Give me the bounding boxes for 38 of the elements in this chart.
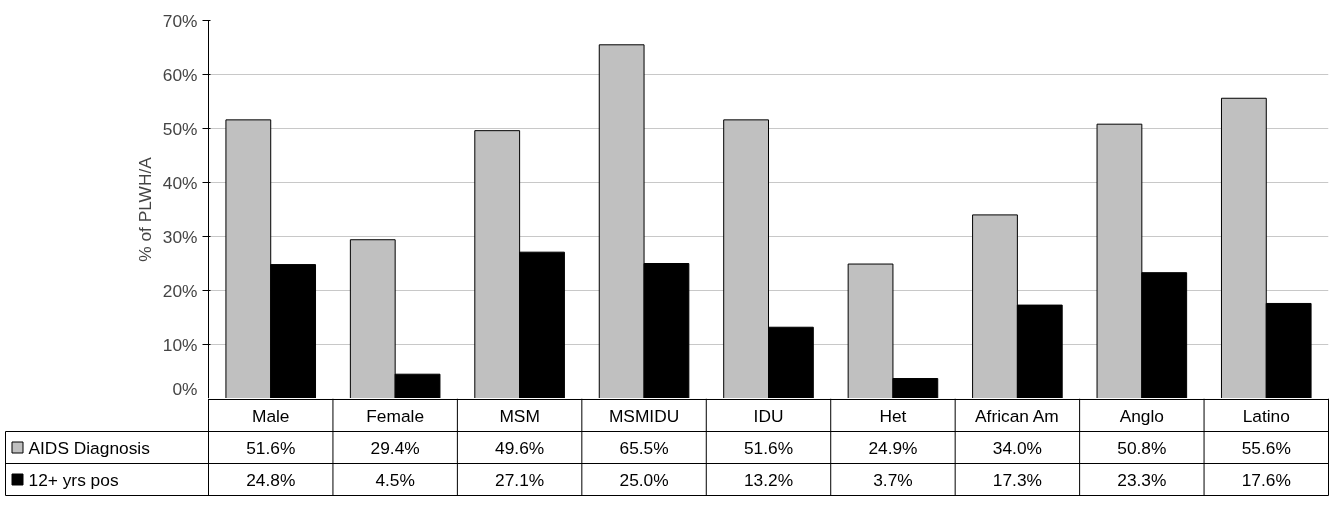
data-label: 17.6%: [1241, 469, 1291, 490]
data-label: 51.6%: [246, 437, 296, 458]
y-tick-label: 50%: [162, 118, 198, 139]
data-label: 13.2%: [743, 469, 794, 490]
data-label: 27.1%: [495, 469, 545, 490]
x-tick-label: African Am: [975, 405, 1059, 426]
data-label: 65.5%: [619, 437, 669, 458]
data-label: 24.9%: [868, 437, 918, 458]
data-label: 34.0%: [992, 437, 1042, 458]
x-tick-label: Het: [879, 405, 907, 426]
x-tick-label: MSM: [499, 405, 540, 426]
data-label: 49.6%: [495, 437, 545, 458]
legend-label: AIDS Diagnosis: [28, 437, 151, 458]
y-axis-title: % of PLWH/A: [134, 156, 155, 262]
data-label: 55.6%: [1241, 437, 1291, 458]
data-label: 17.3%: [992, 469, 1042, 490]
x-tick-label: IDU: [753, 405, 784, 426]
y-tick-label: 60%: [162, 64, 198, 85]
data-label: 51.6%: [743, 437, 794, 458]
data-label: 24.8%: [246, 469, 296, 490]
x-tick-label: Male: [251, 405, 290, 426]
data-label: 3.7%: [873, 469, 913, 490]
data-label: 23.3%: [1117, 469, 1167, 490]
y-tick-label: 10%: [162, 334, 198, 355]
x-tick-label: Latino: [1242, 405, 1290, 426]
y-tick-label: 70%: [162, 10, 198, 31]
y-tick-label: 30%: [162, 226, 198, 247]
x-tick-label: Anglo: [1119, 405, 1164, 426]
data-label: 4.5%: [375, 469, 415, 490]
y-tick-label: 20%: [162, 280, 198, 301]
legend-label: 12+ yrs pos: [28, 469, 119, 490]
data-label: 25.0%: [619, 469, 669, 490]
data-label: 29.4%: [370, 437, 420, 458]
data-label: 50.8%: [1117, 437, 1167, 458]
x-tick-label: MSMIDU: [608, 405, 680, 426]
x-tick-label: Female: [366, 405, 425, 426]
y-tick-label: 40%: [162, 172, 198, 193]
y-tick-label: 0%: [172, 378, 198, 399]
